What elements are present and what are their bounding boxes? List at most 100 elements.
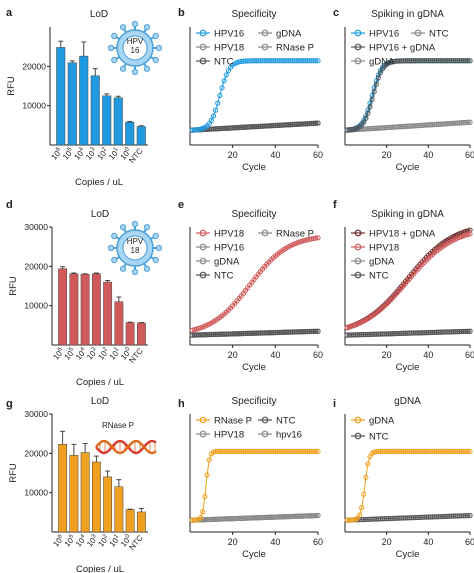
x-axis-label: Cycle <box>396 549 420 560</box>
legend-entry: gDNA <box>351 416 395 427</box>
legend-label: HPV16 <box>369 29 399 40</box>
series-hpv16-gdna <box>344 58 473 133</box>
panel-title: Specificity <box>231 9 276 20</box>
legend-entry: NTC <box>351 271 389 282</box>
data-point <box>359 505 365 511</box>
legend-entry: NTC <box>196 271 234 282</box>
data-point <box>467 328 473 334</box>
legend-marker <box>199 257 207 265</box>
icon-label: RNase P <box>102 421 134 430</box>
legend-entry: NTC <box>196 57 234 68</box>
legend-marker <box>354 243 362 251</box>
bar <box>90 75 100 146</box>
bar <box>56 47 66 146</box>
legend-entry: NTC <box>411 29 449 40</box>
panel-title: Spiking in gDNA <box>371 209 444 220</box>
legend-label: RNase P <box>276 43 314 54</box>
legend-entry: NTC <box>258 416 296 427</box>
virus-spike-tip <box>119 24 127 31</box>
bar <box>79 55 89 146</box>
legend-entry: HPV16 + gDNA <box>351 43 436 54</box>
legend-marker <box>199 271 207 279</box>
legend-marker <box>199 57 207 65</box>
x-axis-label: Cycle <box>242 549 266 560</box>
data-point <box>365 461 371 467</box>
helix-strand <box>95 439 157 455</box>
panel-letter: c <box>333 7 339 19</box>
data-point <box>377 70 384 76</box>
legend-marker <box>354 416 362 424</box>
x-tick-label: 20 <box>382 350 392 360</box>
data-point <box>315 120 321 126</box>
series-line <box>347 60 470 131</box>
virus-spike-tip <box>131 268 139 276</box>
legend-label: hpv16 <box>276 430 302 441</box>
x-tick-label: 60 <box>465 537 474 547</box>
data-point <box>213 107 219 113</box>
legend-label: HPV18 + gDNA <box>369 229 436 240</box>
y-axis-label: RFU <box>8 276 19 296</box>
data-point <box>217 92 223 99</box>
legend-marker <box>354 43 362 51</box>
data-point <box>223 72 229 78</box>
panel-title: LoD <box>91 209 109 220</box>
virus-spike-tip <box>152 32 159 40</box>
y-tick-label: 20000 <box>24 448 48 458</box>
data-point <box>363 115 369 121</box>
virus-label: 16 <box>131 46 140 55</box>
category-label: NTC <box>127 346 145 365</box>
legend-label: gDNA <box>369 257 395 268</box>
data-point <box>313 328 319 334</box>
virus-label: HPV <box>127 37 144 46</box>
series-line <box>191 237 319 331</box>
virus-spike-tip <box>107 244 115 252</box>
x-tick-label: 60 <box>465 350 474 360</box>
y-tick-label: 30000 <box>24 409 48 419</box>
rnase-p-dna-helix-icon <box>95 439 157 455</box>
data-point <box>467 448 473 454</box>
legend-label: RNase P <box>276 229 314 240</box>
legend-entry: gDNA <box>351 257 395 268</box>
legend-marker <box>199 416 207 424</box>
virus-core <box>122 235 148 261</box>
legend-entry: HPV18 <box>196 43 244 54</box>
panel-title: Specificity <box>231 209 276 220</box>
bar <box>80 273 90 346</box>
panel-letter: d <box>6 199 13 211</box>
virus-spike-tip <box>131 220 139 228</box>
virus-spike-tip <box>152 256 159 264</box>
legend-label: NTC <box>369 432 389 443</box>
legend-entry: HPV16 <box>196 29 244 40</box>
data-point <box>465 512 471 519</box>
data-point <box>204 472 210 478</box>
data-point <box>210 113 217 119</box>
bar <box>125 121 135 146</box>
data-point <box>315 235 321 241</box>
x-tick-label: 40 <box>423 150 433 160</box>
legend-entry: gDNA <box>258 29 302 40</box>
virus-spike-tip <box>111 32 118 40</box>
virus-spike-tip <box>143 224 151 231</box>
panel-letter: a <box>6 7 13 19</box>
x-tick-label: 20 <box>382 150 392 160</box>
data-point <box>313 512 319 519</box>
data-point <box>467 231 473 237</box>
legend-entry: hpv16 <box>258 430 302 441</box>
virus-spike-tip <box>155 244 163 252</box>
x-tick-label: 20 <box>382 537 392 547</box>
panel-letter: f <box>333 199 337 211</box>
virus-spike-tip <box>107 44 115 52</box>
virus-spike-tip <box>155 44 163 52</box>
series-ntc <box>344 328 473 338</box>
panel-f: f 20 40 60 Spiking in gDNA Cycle HPV18 + gDNA H… <box>333 199 474 373</box>
series-gdna <box>344 448 473 523</box>
series-hpv16 <box>189 58 321 133</box>
legend-entry: HPV18 + gDNA <box>351 229 436 240</box>
panel-letter: e <box>178 199 184 211</box>
panel-i: i 20 40 60 gDNA Cycle gDNA NTC <box>333 396 474 560</box>
legend-marker <box>261 430 269 438</box>
data-point <box>365 110 371 116</box>
virus-spike-tip <box>111 56 118 64</box>
